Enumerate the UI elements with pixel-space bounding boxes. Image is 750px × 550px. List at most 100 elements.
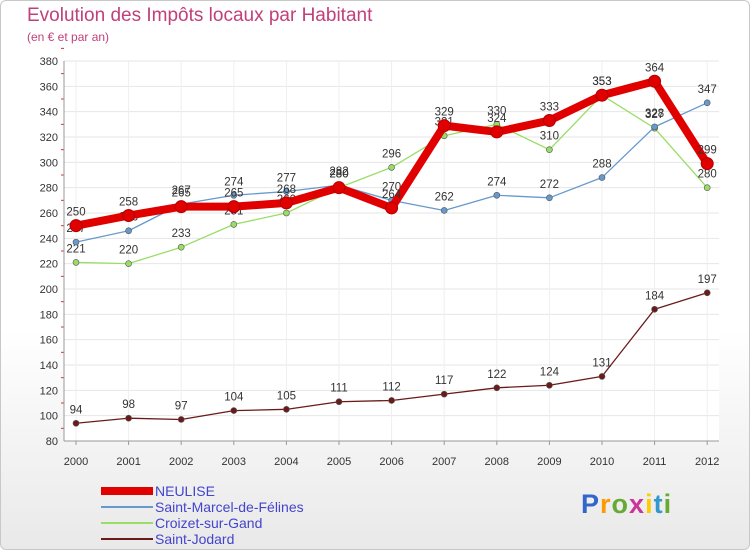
data-label: 333	[540, 102, 559, 114]
data-label: 197	[698, 274, 717, 286]
data-label: 288	[592, 159, 611, 171]
y-tick-label: 80	[46, 436, 58, 448]
data-point	[332, 181, 346, 195]
data-point	[72, 419, 80, 427]
data-point	[437, 119, 451, 133]
data-point	[651, 123, 658, 131]
data-point	[546, 194, 553, 202]
data-label: 220	[119, 245, 138, 257]
x-tick-label: 2007	[432, 456, 456, 468]
data-point	[125, 414, 132, 422]
data-point	[598, 373, 606, 380]
data-label: 262	[435, 191, 454, 203]
data-point	[385, 201, 399, 215]
legend-swatch-saint-jodard	[101, 538, 153, 540]
data-point	[283, 406, 290, 413]
brand-letter: i	[645, 489, 654, 519]
y-tick-label: 120	[40, 385, 58, 397]
x-tick-label: 2009	[537, 456, 561, 468]
data-point	[230, 407, 238, 414]
data-label: 272	[540, 179, 559, 191]
data-label: 265	[224, 188, 243, 200]
data-point	[595, 88, 609, 102]
data-label: 353	[592, 76, 611, 88]
data-label: 324	[487, 113, 507, 125]
y-tick-label: 220	[40, 259, 58, 271]
data-point	[388, 397, 395, 404]
x-tick-label: 2006	[379, 456, 403, 468]
legend-label-saint-jodard: Saint-Jodard	[155, 531, 235, 547]
y-tick-label: 180	[40, 309, 58, 321]
data-label: 111	[330, 383, 347, 395]
y-tick-label: 140	[40, 360, 58, 372]
data-point	[335, 398, 343, 406]
data-point	[440, 207, 448, 214]
chart-subtitle: (en € et par an)	[27, 30, 110, 44]
data-point	[279, 196, 293, 210]
brand-letter: i	[663, 489, 673, 519]
x-tick-label: 2011	[643, 456, 667, 468]
x-tick-label: 2003	[222, 456, 246, 468]
data-label: 131	[592, 357, 611, 369]
data-point	[546, 381, 553, 389]
data-point	[490, 125, 504, 139]
data-point	[72, 238, 80, 246]
data-label: 329	[435, 107, 454, 119]
data-label: 104	[224, 392, 244, 404]
x-tick-label: 2010	[590, 456, 614, 468]
data-point	[546, 146, 553, 153]
data-label: 310	[540, 131, 559, 143]
data-label: 97	[175, 400, 188, 412]
data-label: 124	[540, 366, 560, 378]
data-label: 94	[70, 404, 83, 416]
data-point	[177, 416, 185, 423]
data-point	[69, 219, 83, 233]
x-tick-label: 2002	[169, 456, 193, 468]
data-point	[703, 184, 711, 191]
data-point	[493, 191, 501, 199]
legend-label-saint-marcel: Saint-Marcel-de-Félines	[155, 499, 304, 515]
y-tick-label: 380	[40, 56, 58, 68]
x-tick-label: 2004	[274, 456, 298, 468]
data-point	[230, 221, 238, 228]
x-tick-label: 2005	[327, 456, 351, 468]
data-point	[230, 191, 238, 199]
brand-logo: Proxiti	[581, 489, 672, 520]
data-label: 277	[277, 172, 296, 184]
data-label: 221	[66, 243, 85, 255]
data-label: 280	[329, 169, 348, 181]
data-label: 330	[487, 105, 506, 117]
data-label: 364	[645, 62, 665, 74]
data-label: 274	[487, 176, 507, 188]
data-label: 280	[698, 169, 717, 181]
data-label: 250	[66, 207, 85, 219]
x-tick-label: 2000	[64, 456, 88, 468]
data-label: 98	[122, 399, 135, 411]
data-label: 267	[172, 185, 191, 197]
data-label: 265	[172, 188, 191, 200]
brand-letter: o	[611, 489, 630, 519]
brand-letter: x	[629, 489, 646, 519]
legend-label-neulise: NEULISE	[155, 483, 215, 499]
y-tick-label: 240	[40, 233, 58, 245]
y-tick-label: 280	[40, 183, 58, 195]
data-point	[700, 157, 714, 171]
data-point	[493, 384, 501, 392]
data-point	[122, 209, 136, 223]
data-point	[440, 390, 448, 398]
data-label: 274	[224, 176, 244, 188]
x-tick-label: 2012	[695, 456, 719, 468]
y-tick-label: 320	[40, 132, 58, 144]
data-label: 268	[277, 184, 296, 196]
data-point	[283, 209, 290, 217]
data-point	[177, 243, 185, 251]
data-label: 353	[592, 76, 611, 88]
legend-swatch-neulise	[101, 487, 153, 495]
data-label: 258	[119, 197, 138, 209]
data-label: 233	[172, 228, 191, 240]
data-point	[174, 200, 188, 214]
legend-swatch-saint-marcel	[101, 506, 153, 508]
data-point	[125, 227, 132, 235]
data-label: 347	[698, 84, 717, 96]
brand-letter: t	[653, 489, 664, 519]
